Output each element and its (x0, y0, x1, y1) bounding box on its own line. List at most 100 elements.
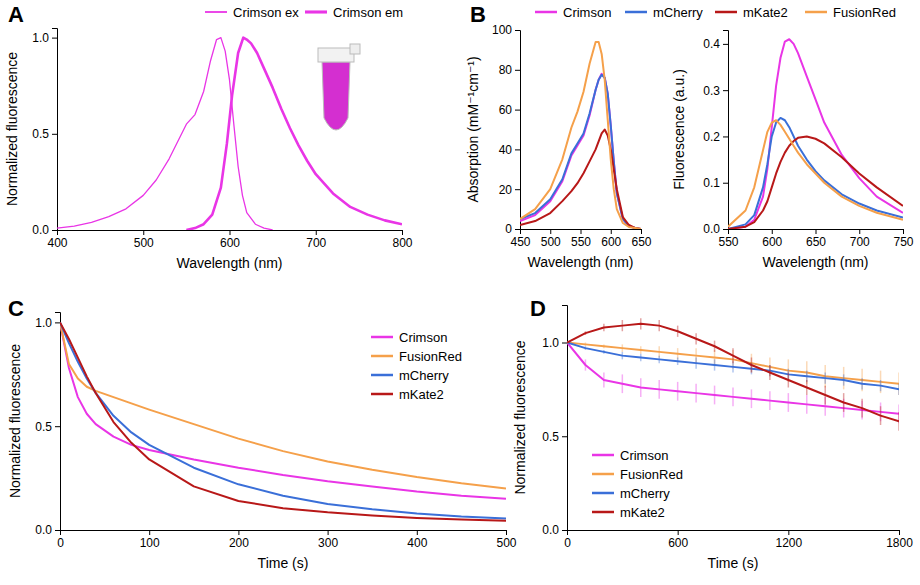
tick: 400 (47, 230, 67, 250)
tick-label: 1800 (886, 536, 913, 550)
tick: 200 (229, 530, 249, 550)
error-bar (898, 373, 899, 396)
error-bar (861, 369, 863, 392)
tick-mark (238, 530, 239, 535)
tick-mark (506, 530, 507, 535)
axis-line (61, 531, 507, 536)
tick: 0.5 (542, 430, 567, 444)
tick: 0.2 (703, 130, 728, 144)
tick-mark (316, 230, 317, 235)
plot-area (57, 38, 402, 230)
legend-swatch (625, 11, 647, 14)
y-axis: 0.0 0.5 1.0 (32, 29, 57, 238)
tick-label: 0.5 (542, 430, 559, 444)
tick: 0 (57, 530, 64, 550)
x-axis: 060012001800 (564, 530, 913, 550)
y-axis-title: Normalized fluorescence (4, 52, 20, 206)
tick-label: 0.5 (32, 127, 49, 141)
legend: Crimson exCrimson em (205, 5, 403, 20)
error-bar (843, 367, 845, 390)
tick-mark (562, 436, 567, 437)
tick: 0.1 (703, 176, 728, 190)
tick: 600 (668, 530, 688, 550)
axis-line (58, 231, 403, 236)
axis-line (55, 313, 61, 531)
tick: 0.3 (703, 84, 728, 98)
legend-label: Crimson em (333, 5, 403, 20)
x-axis: 0100200300400500 (57, 530, 517, 550)
legend-swatch (535, 11, 557, 14)
tick-label: 600 (668, 536, 688, 550)
tick-label: 0.3 (703, 84, 720, 98)
legend-label: FusionRed (620, 467, 683, 482)
tick: 1.0 (35, 316, 60, 330)
tick-label: 1.0 (32, 31, 49, 45)
tick-mark (899, 530, 900, 535)
legend-label: mCherry (653, 5, 703, 20)
legend-swatch (371, 393, 393, 396)
y-axis: 0.00.10.20.30.4 (703, 31, 728, 237)
legend-label: Crimson (563, 5, 611, 20)
panel: 5506006507007500.00.10.20.30.4Wavelength… (671, 31, 914, 271)
tick: 650 (631, 229, 651, 249)
tick-label: 0.4 (703, 37, 720, 51)
legend-swatch (371, 336, 393, 339)
tick: 600 (220, 230, 240, 250)
tick-mark (641, 229, 642, 234)
tick-label: 100 (140, 536, 160, 550)
tick: 500 (134, 230, 154, 250)
figure: 4005006007008000.00.51.0Crimson exCrimso… (0, 0, 920, 585)
tick-mark (723, 183, 728, 184)
tick: 100 (492, 23, 520, 37)
tick: 0.5 (32, 127, 57, 141)
legend-swatch (592, 473, 614, 476)
legend-swatch (805, 11, 827, 14)
tick-label: 750 (893, 235, 913, 249)
tick-mark (515, 189, 520, 190)
tick: 0.0 (32, 223, 57, 237)
legend-label: FusionRed (399, 349, 462, 364)
series-line (57, 38, 273, 230)
panel-label: D (530, 296, 546, 321)
panel: 0600120018000.00.51.0CrimsonFusionRedmCh… (512, 296, 913, 571)
legend-item: mCherry (592, 486, 670, 501)
tick-mark (562, 343, 567, 344)
legend-item: mKate2 (715, 5, 788, 20)
tick: 40 (499, 143, 520, 157)
tick-label: 600 (601, 235, 621, 249)
tube-cap (350, 44, 360, 54)
tick: 0.0 (35, 523, 60, 537)
tick: 80 (499, 63, 520, 77)
legend-label: mKate2 (620, 505, 665, 520)
tick: 0.4 (703, 37, 728, 51)
tick: 600 (601, 229, 621, 249)
series-line (728, 118, 903, 229)
y-axis: 0.00.51.0 (542, 306, 567, 538)
tick-label: 800 (392, 236, 412, 250)
tick-mark (515, 110, 520, 111)
tick: 750 (893, 229, 913, 249)
tick: 1800 (886, 530, 913, 550)
panel: 4005006007008000.00.51.0Crimson exCrimso… (4, 2, 413, 271)
legend-swatch (305, 10, 327, 13)
legend-label: mCherry (620, 486, 670, 501)
plot-area (60, 322, 506, 520)
tick-mark (903, 229, 904, 234)
error-bar (751, 354, 753, 373)
series-line (186, 38, 402, 230)
chart-svg: 4005006007008000.00.51.0Crimson exCrimso… (0, 0, 920, 585)
tick-mark (611, 229, 612, 234)
legend: CrimsonFusionRedmCherrymKate2 (592, 448, 683, 520)
tick: 20 (499, 183, 520, 197)
tick-label: 200 (229, 536, 249, 550)
tick-mark (816, 229, 817, 234)
tick: 550 (718, 229, 738, 249)
legend-label: FusionRed (833, 5, 896, 20)
tick-mark (678, 530, 679, 535)
tick: 0 (564, 530, 571, 550)
tick-label: 0 (505, 222, 512, 236)
axis-line (568, 531, 900, 536)
legend-label: mKate2 (399, 387, 444, 402)
tick: 300 (318, 530, 338, 550)
series-line (728, 39, 903, 229)
